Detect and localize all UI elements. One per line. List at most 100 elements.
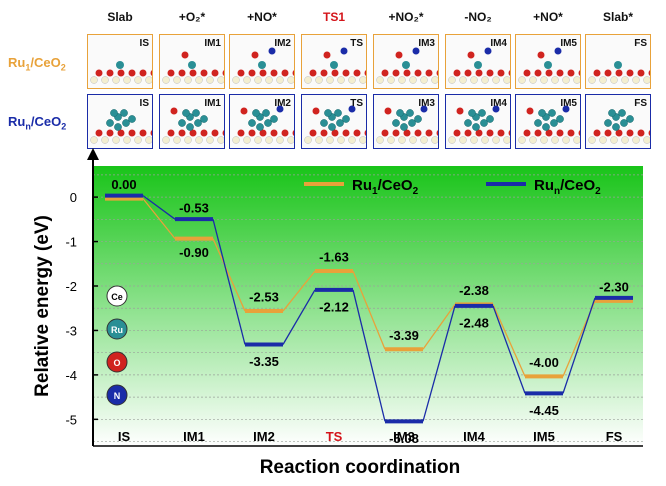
connector-line xyxy=(492,305,526,394)
data-label: -2.53 xyxy=(249,290,279,305)
data-label: 0.00 xyxy=(111,177,136,192)
data-label: -2.48 xyxy=(459,315,489,330)
data-label: -4.45 xyxy=(529,403,559,418)
state-tag: IM3 xyxy=(418,98,435,109)
state-tag: IM1 xyxy=(204,98,221,109)
y-tick-label: 0 xyxy=(70,190,77,205)
structure-image xyxy=(448,47,510,84)
structure-thumbnail: IM2 xyxy=(229,94,295,149)
atom-swatch xyxy=(106,285,128,307)
column-header: Slab xyxy=(107,10,133,24)
state-tag: IM5 xyxy=(560,98,577,109)
atom-label: N xyxy=(114,391,121,401)
structure-thumbnail: IS xyxy=(87,34,153,89)
x-tick-label: IM1 xyxy=(183,429,205,444)
connector-line xyxy=(352,289,386,422)
structure-image xyxy=(162,51,224,84)
state-tag: IS xyxy=(139,38,149,49)
structure-thumbnail: IM5 xyxy=(515,94,581,149)
structure-thumbnail: FS xyxy=(585,34,651,89)
structure-image xyxy=(304,105,366,144)
state-tag: TS xyxy=(350,98,363,109)
state-tag: IM2 xyxy=(274,38,291,49)
column-header: TS1 xyxy=(322,10,345,24)
atom-swatch xyxy=(106,318,128,340)
legend-label: Ru1/CeO2 xyxy=(352,177,419,197)
state-tag: IM3 xyxy=(418,38,435,49)
state-tag: FS xyxy=(634,98,647,109)
structure-thumbnail: IM1 xyxy=(159,34,225,89)
structure-thumbnail: IM2 xyxy=(229,34,295,89)
connector-line xyxy=(282,289,316,345)
column-header: +O₂* xyxy=(178,10,206,24)
atom-swatch xyxy=(106,351,128,373)
legend-label: Run/CeO2 xyxy=(534,177,601,197)
structure-image xyxy=(518,105,580,144)
structure-image xyxy=(232,105,294,144)
state-tag: FS xyxy=(634,38,647,49)
connector-line xyxy=(142,195,176,220)
y-tick-label: -3 xyxy=(65,323,77,338)
connector-line xyxy=(282,270,316,312)
state-tag: IM4 xyxy=(490,38,507,49)
structure-thumbnail: FS xyxy=(585,94,651,149)
structure-image xyxy=(588,109,650,144)
connector-line xyxy=(562,297,596,394)
x-tick-label: IM5 xyxy=(533,429,555,444)
y-tick-label: -2 xyxy=(65,279,77,294)
structure-thumbnail: IM1 xyxy=(159,94,225,149)
data-label: -3.39 xyxy=(389,328,419,343)
x-tick-label: IM2 xyxy=(253,429,275,444)
data-label: -2.12 xyxy=(319,299,349,314)
structure-thumbnail: IS xyxy=(87,94,153,149)
structure-image xyxy=(376,105,438,144)
data-label: -5.08 xyxy=(389,431,419,446)
data-label: -2.38 xyxy=(459,283,489,298)
structure-image xyxy=(588,61,650,84)
connector-line xyxy=(422,305,456,422)
structure-image xyxy=(162,107,224,144)
y-tick-label: -4 xyxy=(65,368,77,383)
structure-thumbnail: IM5 xyxy=(515,34,581,89)
connector-line xyxy=(212,219,246,345)
x-tick-label: FS xyxy=(606,429,623,444)
structure-thumbnail: IM4 xyxy=(445,94,511,149)
structure-image xyxy=(232,47,294,84)
x-axis-label: Reaction coordination xyxy=(260,457,461,478)
y-axis-arrow xyxy=(87,148,99,160)
y-axis-label: Relative energy (eV) xyxy=(32,215,53,397)
data-label: -3.35 xyxy=(249,354,279,369)
connector-line xyxy=(422,304,456,350)
connector-line xyxy=(492,304,526,377)
x-tick-label: TS xyxy=(326,429,343,444)
state-tag: TS xyxy=(350,38,363,49)
plot-background xyxy=(93,166,643,446)
connector-line xyxy=(352,270,386,350)
column-header: +NO₂* xyxy=(388,10,424,24)
data-label: -2.30 xyxy=(599,279,629,294)
structure-thumbnail: TS xyxy=(301,34,367,89)
data-label: -0.53 xyxy=(179,201,209,216)
structure-image xyxy=(376,47,438,84)
x-tick-label: IM3 xyxy=(393,429,415,444)
x-tick-label: IS xyxy=(118,429,131,444)
x-tick-label: IM4 xyxy=(463,429,485,444)
atom-label: O xyxy=(113,358,120,368)
connector-line xyxy=(142,198,176,240)
state-tag: IM1 xyxy=(204,38,221,49)
state-tag: IS xyxy=(139,98,149,109)
structure-thumbnail: IM3 xyxy=(373,34,439,89)
structure-image xyxy=(90,109,152,144)
column-header: -NO₂ xyxy=(464,10,492,24)
row-label-ru1: Ru1/CeO2 xyxy=(8,55,66,73)
column-header: +NO* xyxy=(247,10,277,24)
structure-thumbnail: IM3 xyxy=(373,94,439,149)
column-header: Slab* xyxy=(602,10,633,24)
atom-label: Ce xyxy=(111,292,123,302)
state-tag: IM4 xyxy=(490,98,507,109)
y-tick-label: -1 xyxy=(65,235,77,250)
structure-image xyxy=(90,61,152,84)
data-label: -1.63 xyxy=(319,250,349,265)
atom-swatch xyxy=(106,384,128,406)
